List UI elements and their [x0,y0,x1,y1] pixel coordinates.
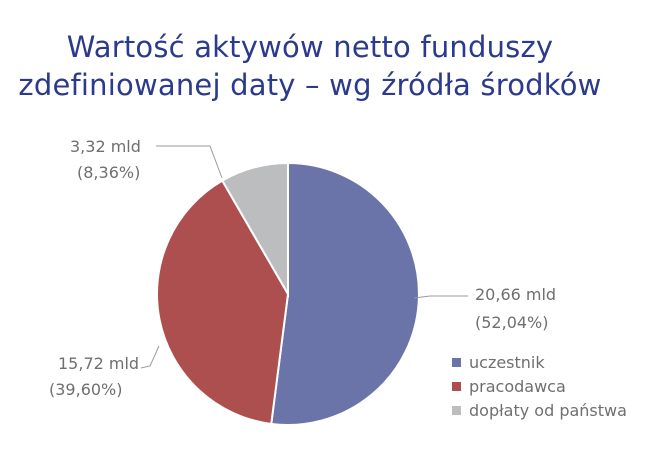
chart-title-line-2: zdefiniowanej daty – wg źródła środków [18,68,602,102]
pie-slice-pracodawca [156,179,290,426]
data-label-pracodawca-value: 15,72 mld [58,354,139,373]
pie-slice-uczestnik [270,161,420,426]
pie-slices [156,161,420,426]
legend-item-uczestnik: uczestnik [452,350,627,374]
legend-label-uczestnik: uczestnik [469,352,545,372]
legend-label-pracodawca: pracodawca [469,376,566,396]
data-label-doplaty-value: 3,32 mld [70,137,141,156]
data-label-doplaty-percent: (8,36%) [77,163,140,182]
legend: uczestnik pracodawca dopłaty od państwa [452,350,627,422]
legend-item-pracodawca: pracodawca [452,374,627,398]
pie-slice-doplaty [220,161,289,298]
legend-swatch-pracodawca [452,381,461,391]
leader-line-doplaty [156,145,223,179]
data-label-uczestnik-percent: (52,04%) [475,313,549,332]
legend-label-doplaty: dopłaty od państwa [469,400,627,420]
data-label-pracodawca-percent: (39,60%) [49,380,123,399]
leader-line-pracodawca [140,345,160,369]
chart-title-line-1: Wartość aktywów netto funduszy [66,30,554,64]
legend-swatch-doplaty [452,405,461,415]
data-label-uczestnik-value: 20,66 mld [475,285,556,304]
legend-swatch-uczestnik [452,357,461,367]
leader-line-uczestnik [413,295,468,299]
chart-title: Wartość aktywów netto funduszy zdefiniow… [0,28,620,104]
legend-item-doplaty: dopłaty od państwa [452,398,627,422]
